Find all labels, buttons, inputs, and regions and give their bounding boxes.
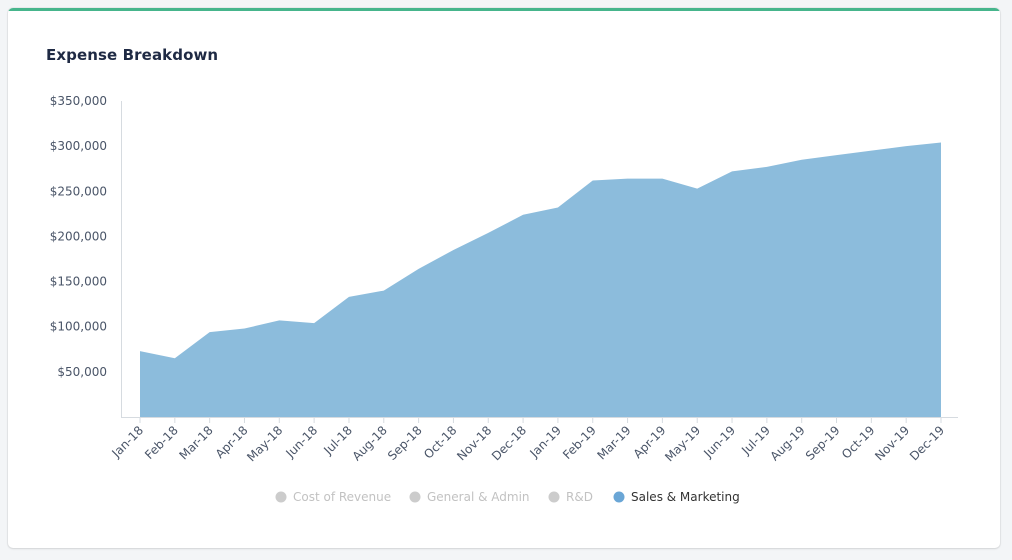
x-tick-label: Jan-19 xyxy=(526,423,564,461)
x-tick-label: Sep-18 xyxy=(385,423,425,463)
x-tick-label: Aug-19 xyxy=(767,423,807,463)
series-area xyxy=(140,142,941,417)
y-tick-label: $250,000 xyxy=(50,184,107,198)
y-tick-label: $50,000 xyxy=(57,365,107,379)
x-tick-label: Oct-18 xyxy=(421,423,459,461)
chart-axes xyxy=(121,101,958,418)
legend-item[interactable]: Cost of Revenue xyxy=(275,490,392,504)
y-tick-label: $150,000 xyxy=(50,275,107,289)
legend-label: R&D xyxy=(566,490,593,504)
y-axis-ticks: $50,000 $100,000 $150,000 $200,000 $250,000 $… xyxy=(50,94,107,379)
x-tick-label: Mar-19 xyxy=(594,423,633,462)
y-tick-label: $350,000 xyxy=(50,94,107,108)
x-tick-label: Jun-18 xyxy=(283,423,321,461)
x-tick-label: Dec-19 xyxy=(907,423,947,463)
legend-marker xyxy=(275,491,287,503)
x-tick-label: Oct-19 xyxy=(839,423,877,461)
legend-label: General & Admin xyxy=(427,490,530,504)
x-tick-label: Feb-19 xyxy=(560,423,599,462)
x-tick-label: Sep-19 xyxy=(803,423,843,463)
legend-label: Sales & Marketing xyxy=(631,490,740,504)
x-tick-label: May-18 xyxy=(244,423,285,464)
x-tick-label: Jan-18 xyxy=(109,423,147,461)
x-tick-label: Dec-18 xyxy=(489,423,529,463)
legend-item[interactable]: R&D xyxy=(548,490,593,504)
card-accent-bar xyxy=(8,8,1000,11)
card-title: Expense Breakdown xyxy=(46,46,219,64)
legend-label: Cost of Revenue xyxy=(293,490,391,504)
legend-item[interactable]: Sales & Marketing xyxy=(613,490,740,504)
y-tick-label: $100,000 xyxy=(50,320,107,334)
legend-marker xyxy=(548,491,560,503)
chart-legend: Cost of Revenue General & Admin R&D Sales &… xyxy=(275,490,740,504)
y-tick-label: $300,000 xyxy=(50,139,107,153)
x-tick-label: Nov-19 xyxy=(872,423,912,463)
x-tick-label: May-19 xyxy=(662,423,703,464)
area-layer xyxy=(140,142,941,417)
legend-marker xyxy=(613,491,625,503)
x-tick-label: Feb-18 xyxy=(142,423,181,462)
x-tick-label: Jun-19 xyxy=(700,423,738,461)
x-tick-label: Aug-18 xyxy=(350,423,390,463)
legend-marker xyxy=(409,491,421,503)
x-tick-label: Mar-18 xyxy=(177,423,216,462)
y-tick-label: $200,000 xyxy=(50,229,107,243)
x-tick-label: Nov-18 xyxy=(454,423,494,463)
legend-item[interactable]: General & Admin xyxy=(409,490,530,504)
